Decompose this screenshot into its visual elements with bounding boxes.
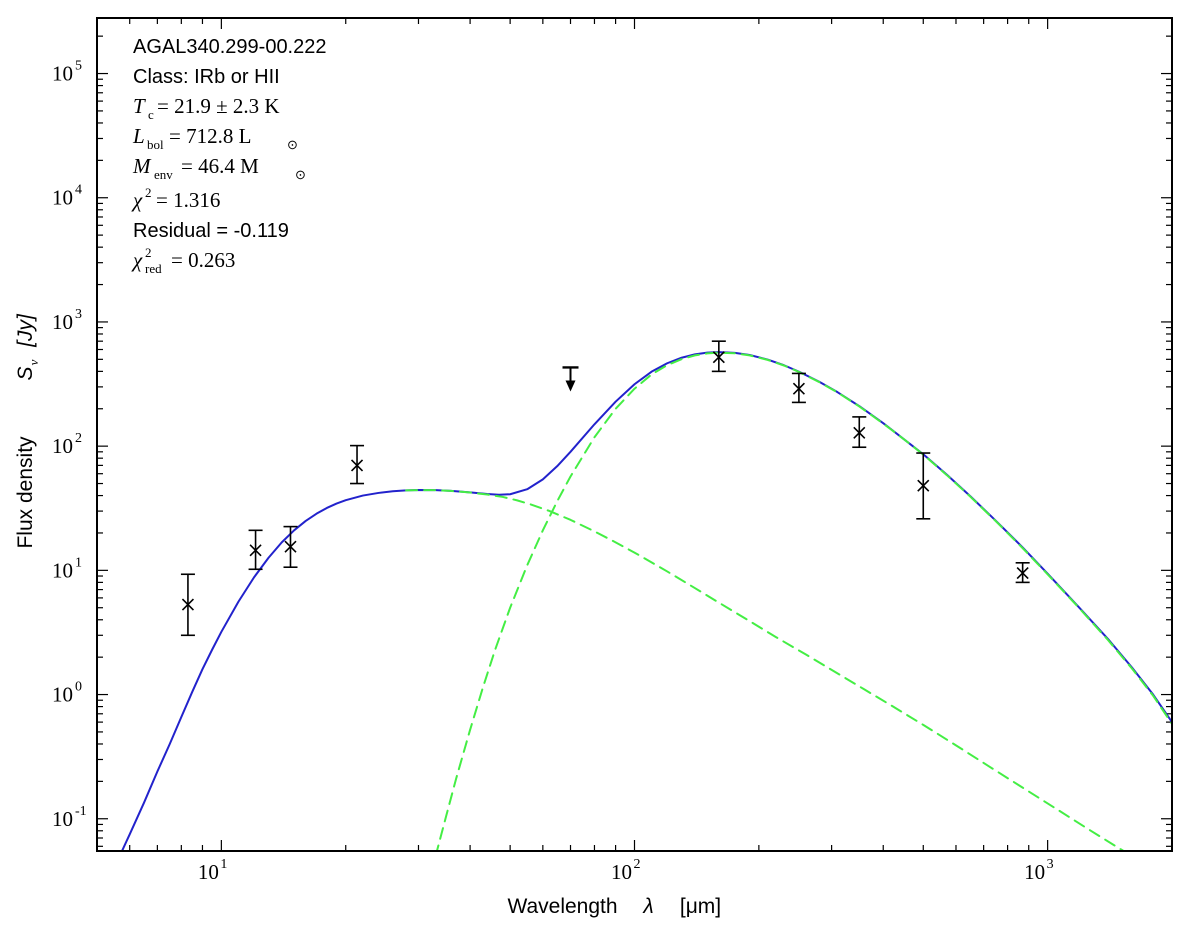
cold-component — [435, 351, 1172, 851]
y-tick-label-base: 10 — [52, 186, 73, 210]
y-tick-label: 10 1 — [52, 555, 82, 582]
y-axis-label-unit: [Jy] — [14, 313, 37, 348]
y-tick-label-exponent: 4 — [75, 183, 82, 198]
annotation-class: Class: IRb or HII — [133, 66, 280, 88]
annotation-tc-part: T — [133, 94, 146, 118]
x-tick-label-exponent: 2 — [634, 857, 641, 872]
y-axis-label-text: Flux density — [14, 436, 37, 549]
data-point-marker — [1016, 567, 1029, 580]
annotation-menv-part: M — [132, 154, 152, 178]
annotation-chi2-part: 2 — [145, 185, 152, 200]
data-point-marker — [249, 544, 262, 557]
y-tick-label-exponent: 0 — [75, 680, 82, 695]
y-tick-label-exponent: -1 — [75, 804, 87, 819]
x-tick-label-base: 10 — [611, 860, 632, 884]
annotation-menv-part: = 46.4 M — [181, 154, 259, 178]
data-point-marker — [181, 598, 194, 611]
annotation-source-name: AGAL340.299-00.222 — [133, 36, 327, 58]
y-tick-label: 10 5 — [52, 59, 82, 86]
data-point-marker — [284, 540, 297, 553]
y-tick-label-exponent: 2 — [75, 431, 82, 446]
y-tick-label-base: 10 — [52, 558, 73, 582]
x-tick-label-base: 10 — [198, 860, 219, 884]
annotation-chi2-red-part: χ — [131, 248, 143, 272]
upper-limit-arrowhead — [565, 380, 576, 392]
y-tick-label-base: 10 — [52, 807, 73, 831]
x-axis-label-unit: [μm] — [680, 895, 721, 918]
y-axis-label-symbol: S — [14, 366, 37, 380]
y-tick-label-base: 10 — [52, 434, 73, 458]
data-point-marker — [350, 459, 364, 472]
x-tick-label: 10 3 — [1024, 857, 1054, 884]
data-point-marker — [792, 382, 805, 395]
y-tick-label-exponent: 3 — [75, 307, 82, 322]
observed-fluxes — [180, 340, 1030, 637]
data-point-marker — [853, 426, 866, 439]
y-tick-label-base: 10 — [52, 62, 73, 86]
annotation-residual: Residual = -0.119 — [133, 220, 289, 242]
x-axis-label: Wavelength λ [μm] — [507, 895, 721, 918]
x-axis-label-text: Wavelength — [507, 895, 617, 918]
annotation-lbol-part: ⊙ — [287, 137, 298, 152]
x-tick-label-base: 10 — [1024, 860, 1045, 884]
plot-background — [97, 18, 1172, 851]
annotation-lbol-part: = 712.8 L — [169, 124, 251, 148]
y-tick-label: 10 4 — [52, 183, 82, 210]
x-tick-label: 10 1 — [198, 857, 228, 884]
y-axis-label: Flux density Sν [Jy] — [14, 313, 41, 549]
y-tick-label: 10 -1 — [52, 804, 87, 831]
y-tick-label: 10 0 — [52, 680, 82, 707]
annotation-chi2-red-part: 2 — [145, 245, 152, 260]
annotation-lbol-part: bol — [147, 137, 164, 152]
data-point-marker — [917, 479, 930, 492]
annotation-chi2-part: χ — [131, 188, 143, 212]
x-tick-label: 10 2 — [611, 857, 641, 884]
annotation-block: AGAL340.299-00.222 Class: IRb or HII T c = … — [131, 36, 327, 276]
annotation-lbol-part: L — [132, 124, 145, 148]
y-axis-label-subscript: ν — [26, 359, 41, 365]
annotation-tc-part: c — [148, 107, 154, 122]
annotation-chi2-part: = 1.316 — [156, 188, 220, 212]
y-tick-label-base: 10 — [52, 683, 73, 707]
upper-limit — [562, 366, 579, 392]
y-tick-label: 10 3 — [52, 307, 82, 334]
annotation-chi2-red-part: = 0.263 — [171, 248, 235, 272]
hot-component — [405, 489, 1126, 851]
data-series-group — [120, 340, 1172, 851]
plot-frame — [96, 17, 1173, 852]
x-tick-label-exponent: 3 — [1047, 857, 1054, 872]
annotation-chi2-red-part: red — [145, 261, 162, 276]
y-tick-label-base: 10 — [52, 310, 73, 334]
annotation-menv-part: ⊙ — [295, 167, 306, 182]
y-tick-label: 10 2 — [52, 431, 82, 458]
annotation-tc-part: = 21.9 ± 2.3 K — [157, 94, 280, 118]
data-point-marker — [712, 351, 725, 364]
y-tick-label-exponent: 1 — [75, 555, 82, 570]
annotation-menv-part: env — [154, 167, 173, 182]
y-tick-label-exponent: 5 — [75, 59, 82, 74]
x-tick-label-exponent: 1 — [220, 857, 227, 872]
x-axis-label-symbol: λ — [642, 895, 653, 918]
